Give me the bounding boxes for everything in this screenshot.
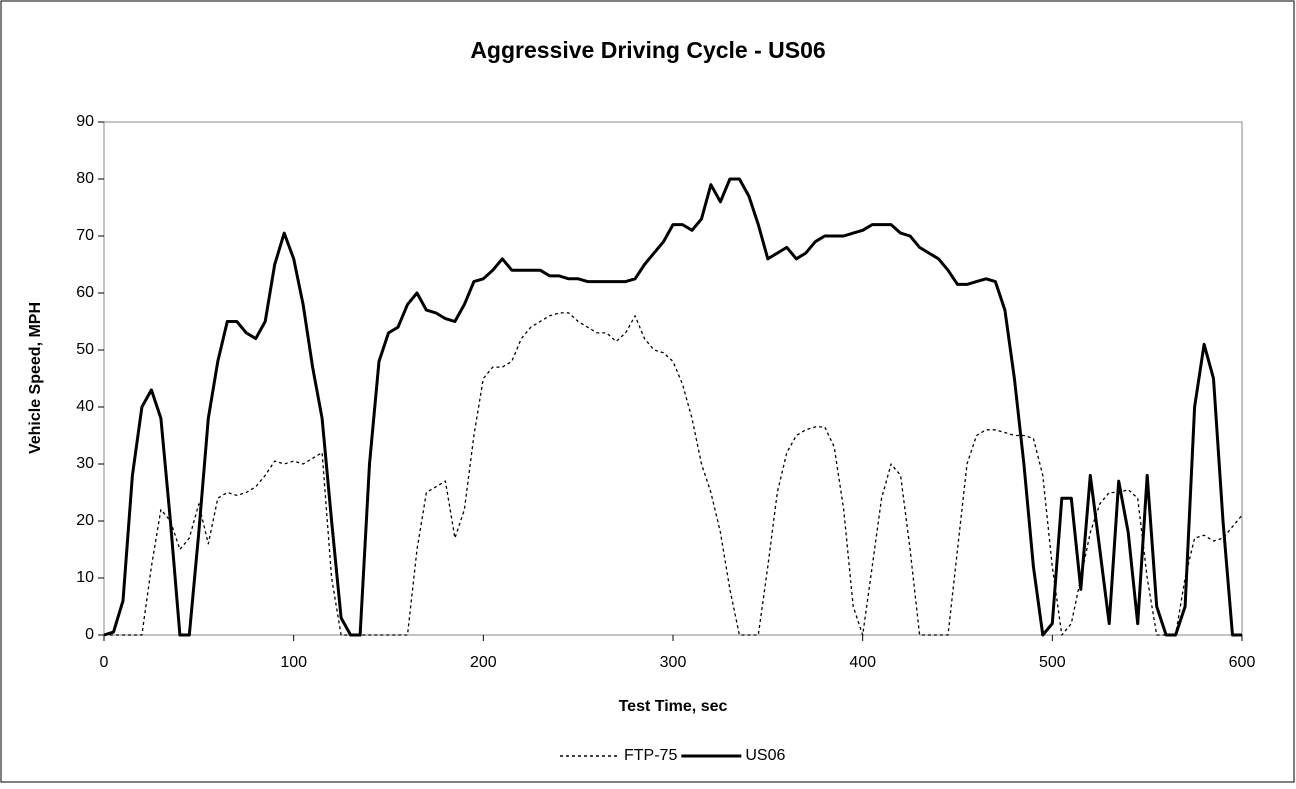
- y-tick-label: 90: [76, 113, 94, 130]
- y-tick-label: 50: [76, 341, 94, 358]
- chart-title: Aggressive Driving Cycle - US06: [470, 37, 825, 63]
- x-tick-label: 400: [849, 654, 876, 671]
- y-tick-label: 70: [76, 227, 94, 244]
- y-tick-label: 60: [76, 284, 94, 301]
- legend-label: FTP-75: [624, 747, 677, 764]
- y-tick-label: 10: [76, 569, 94, 586]
- x-tick-label: 500: [1039, 654, 1066, 671]
- y-tick-label: 30: [76, 455, 94, 472]
- series-line: [103, 177, 1242, 637]
- y-tick-label: 20: [76, 512, 94, 529]
- x-tick-label: 0: [100, 654, 109, 671]
- x-tick-label: 100: [280, 654, 307, 671]
- y-axis-label: Vehicle Speed, MPH: [27, 302, 44, 454]
- y-tick-label: 80: [76, 170, 94, 187]
- x-axis-label: Test Time, sec: [619, 698, 728, 715]
- x-tick-label: 600: [1229, 654, 1256, 671]
- x-tick-label: 200: [470, 654, 497, 671]
- legend-label: US06: [745, 747, 785, 764]
- y-tick-label: 40: [76, 398, 94, 415]
- y-tick-label: 0: [85, 626, 94, 643]
- x-tick-label: 300: [660, 654, 687, 671]
